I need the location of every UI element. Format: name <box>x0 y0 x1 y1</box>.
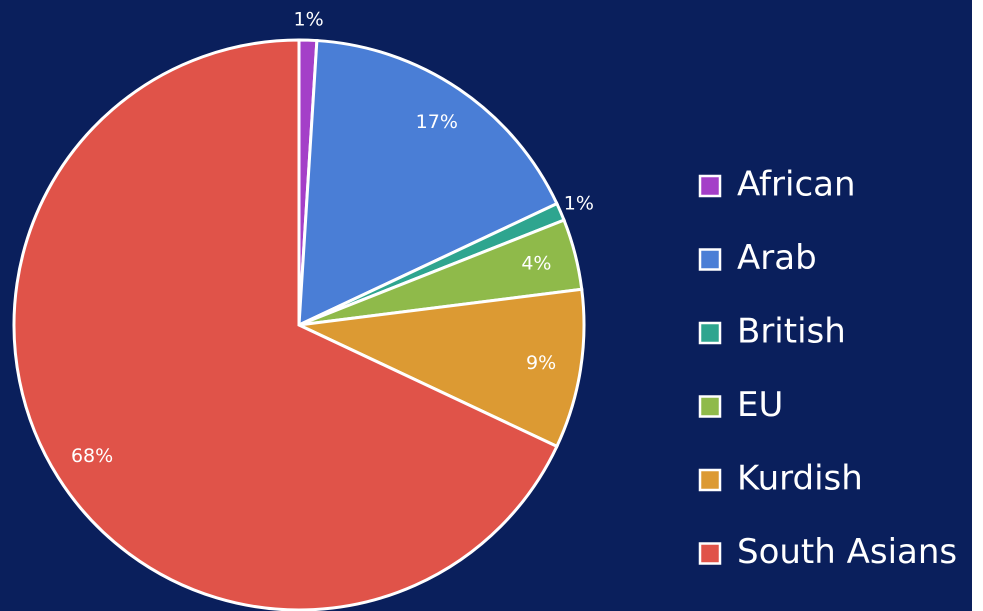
pie-slice <box>293 287 586 449</box>
pie-slice <box>297 38 559 328</box>
data-label: 68% <box>71 445 113 467</box>
legend-label: South Asians <box>737 532 957 572</box>
legend-label: British <box>737 312 846 352</box>
pie-slice <box>12 38 559 611</box>
legend-swatch <box>698 321 722 345</box>
legend-label: Kurdish <box>737 459 863 499</box>
legend-label: EU <box>737 385 783 425</box>
legend-swatch <box>698 542 722 565</box>
legend-swatch <box>698 468 722 492</box>
data-label: 9% <box>526 352 556 374</box>
legend-label: African <box>737 165 856 205</box>
legend-swatch <box>698 174 722 198</box>
data-label: 1% <box>294 9 324 31</box>
legend-label: Arab <box>737 238 817 278</box>
legend-swatch <box>698 395 722 418</box>
data-label: 4% <box>521 253 551 275</box>
legend-swatch <box>698 248 722 271</box>
data-label: 17% <box>416 111 458 133</box>
data-label: 1% <box>564 192 594 214</box>
